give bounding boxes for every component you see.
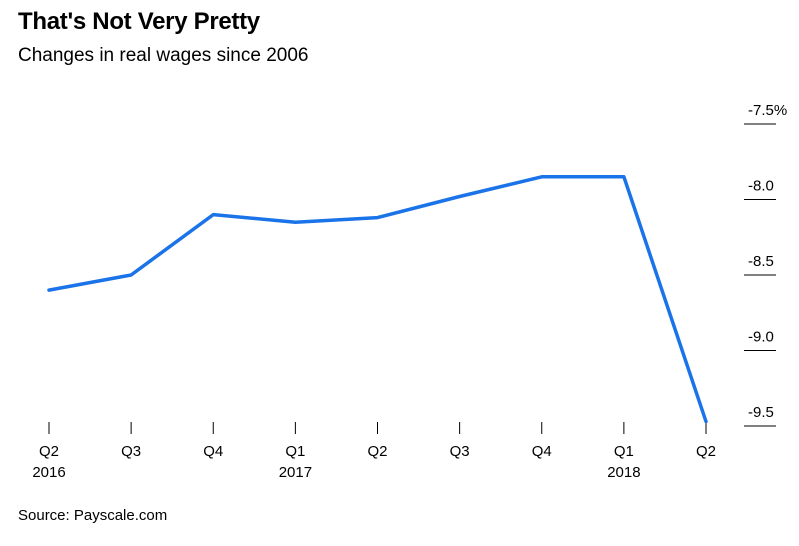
x-tick-year-label: 2017 [279,464,312,481]
x-tick-year-label: 2018 [607,464,640,481]
chart-subtitle: Changes in real wages since 2006 [18,45,309,66]
x-tick-label: Q2 [367,443,387,460]
x-tick-label: Q2 [39,443,59,460]
x-tick-label: Q1 [285,443,305,460]
y-tick-label: -9.5 [748,404,774,421]
x-tick-label: Q1 [614,443,634,460]
x-tick-label: Q3 [121,443,141,460]
x-tick-label: Q4 [203,443,223,460]
source-note: Source: Payscale.com [18,507,168,524]
y-tick-label: -9.0 [748,329,774,346]
x-tick-year-label: 2016 [32,464,65,481]
series-line [47,175,708,424]
y-tick-label: -8.5 [748,253,774,270]
x-tick-label: Q3 [450,443,470,460]
x-tick-label: Q4 [532,443,552,460]
x-tick-label: Q2 [696,443,716,460]
y-tick-label: -8.0 [748,178,774,195]
y-tick-label: -7.5% [748,102,787,119]
chart-title: That's Not Very Pretty [18,8,260,35]
